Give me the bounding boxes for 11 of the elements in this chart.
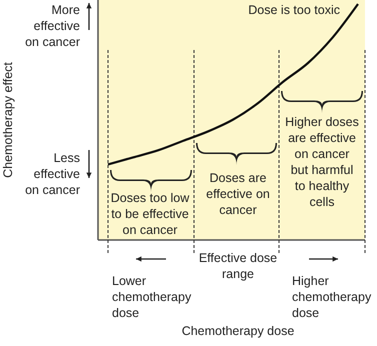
text: Higher chemotherapy dose xyxy=(292,274,372,320)
text: Chemotherapy effect xyxy=(1,62,15,178)
text: More effective on cancer xyxy=(25,3,80,49)
annotation: Higher doses are effective on cancer but harmful to healthy cells xyxy=(285,115,359,209)
text: Effective dose range xyxy=(198,251,278,281)
annotation: Doses are effective on cancer xyxy=(206,171,270,217)
text: Less effective on cancer xyxy=(25,151,80,197)
annotation: Dose is too toxic xyxy=(248,3,340,17)
text: Lower chemotherapy dose xyxy=(112,274,192,320)
annotation: Doses too low to be effective on cancer xyxy=(110,191,190,237)
text: Chemotherapy dose xyxy=(182,324,294,338)
